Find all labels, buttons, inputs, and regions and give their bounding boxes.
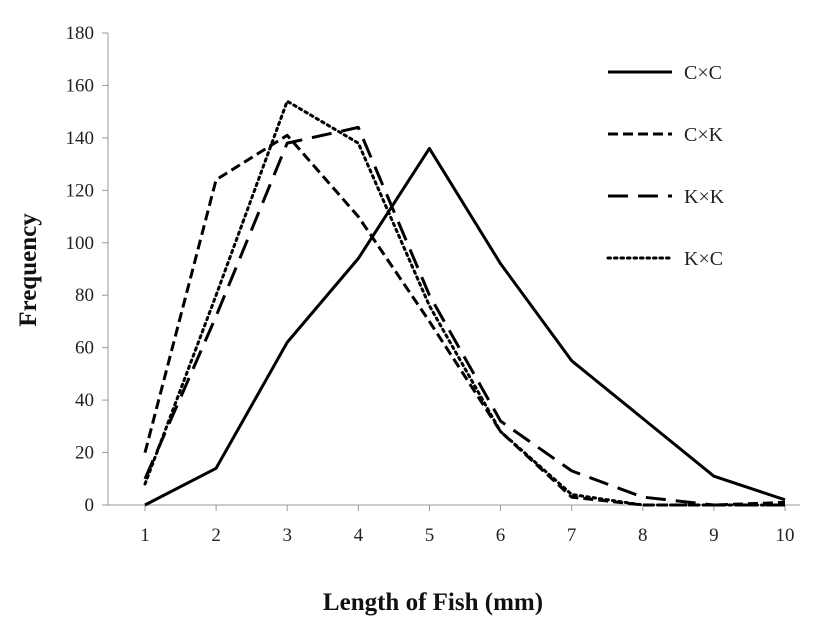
legend-label-3: K×K [684,186,725,208]
x-tick-label: 2 [211,525,221,546]
series-lines [143,99,787,507]
x-axis-ticks: 1 2 3 4 5 6 7 8 9 10 [140,505,795,546]
x-tick-label: 1 [140,525,150,546]
x-tick-label: 5 [425,525,435,546]
x-tick-label: 6 [496,525,506,546]
x-tick-label: 8 [638,525,648,546]
legend-label-1: C×C [684,62,722,84]
legend-label-4: K×C [684,248,723,270]
y-tick-label: 180 [66,23,95,44]
legend-label-2: C×K [684,124,724,146]
y-tick-label: 40 [75,390,94,411]
y-tick-label: 140 [66,128,95,149]
x-tick-label: 4 [354,525,364,546]
x-tick-label: 10 [776,525,795,546]
series-line-3 [143,125,785,507]
legend: C×C C×K K×K K×C [606,62,725,270]
y-tick-label: 80 [75,285,94,306]
y-tick-label: 160 [66,75,95,96]
series-line-1 [144,146,786,507]
y-axis-title: Frequency [15,213,42,327]
y-tick-label: 60 [75,338,94,359]
x-axis-title: Length of Fish (mm) [323,589,543,616]
x-tick-label: 7 [567,525,577,546]
y-tick-label: 100 [66,233,95,254]
y-tick-label: 120 [66,180,95,201]
x-tick-label: 9 [709,525,719,546]
y-axis-ticks: 0 20 40 60 80 100 120 140 160 180 [66,23,108,516]
y-tick-label: 0 [85,495,95,516]
y-tick-label: 20 [75,443,94,464]
series-line-4 [143,99,787,507]
x-tick-label: 3 [282,525,292,546]
